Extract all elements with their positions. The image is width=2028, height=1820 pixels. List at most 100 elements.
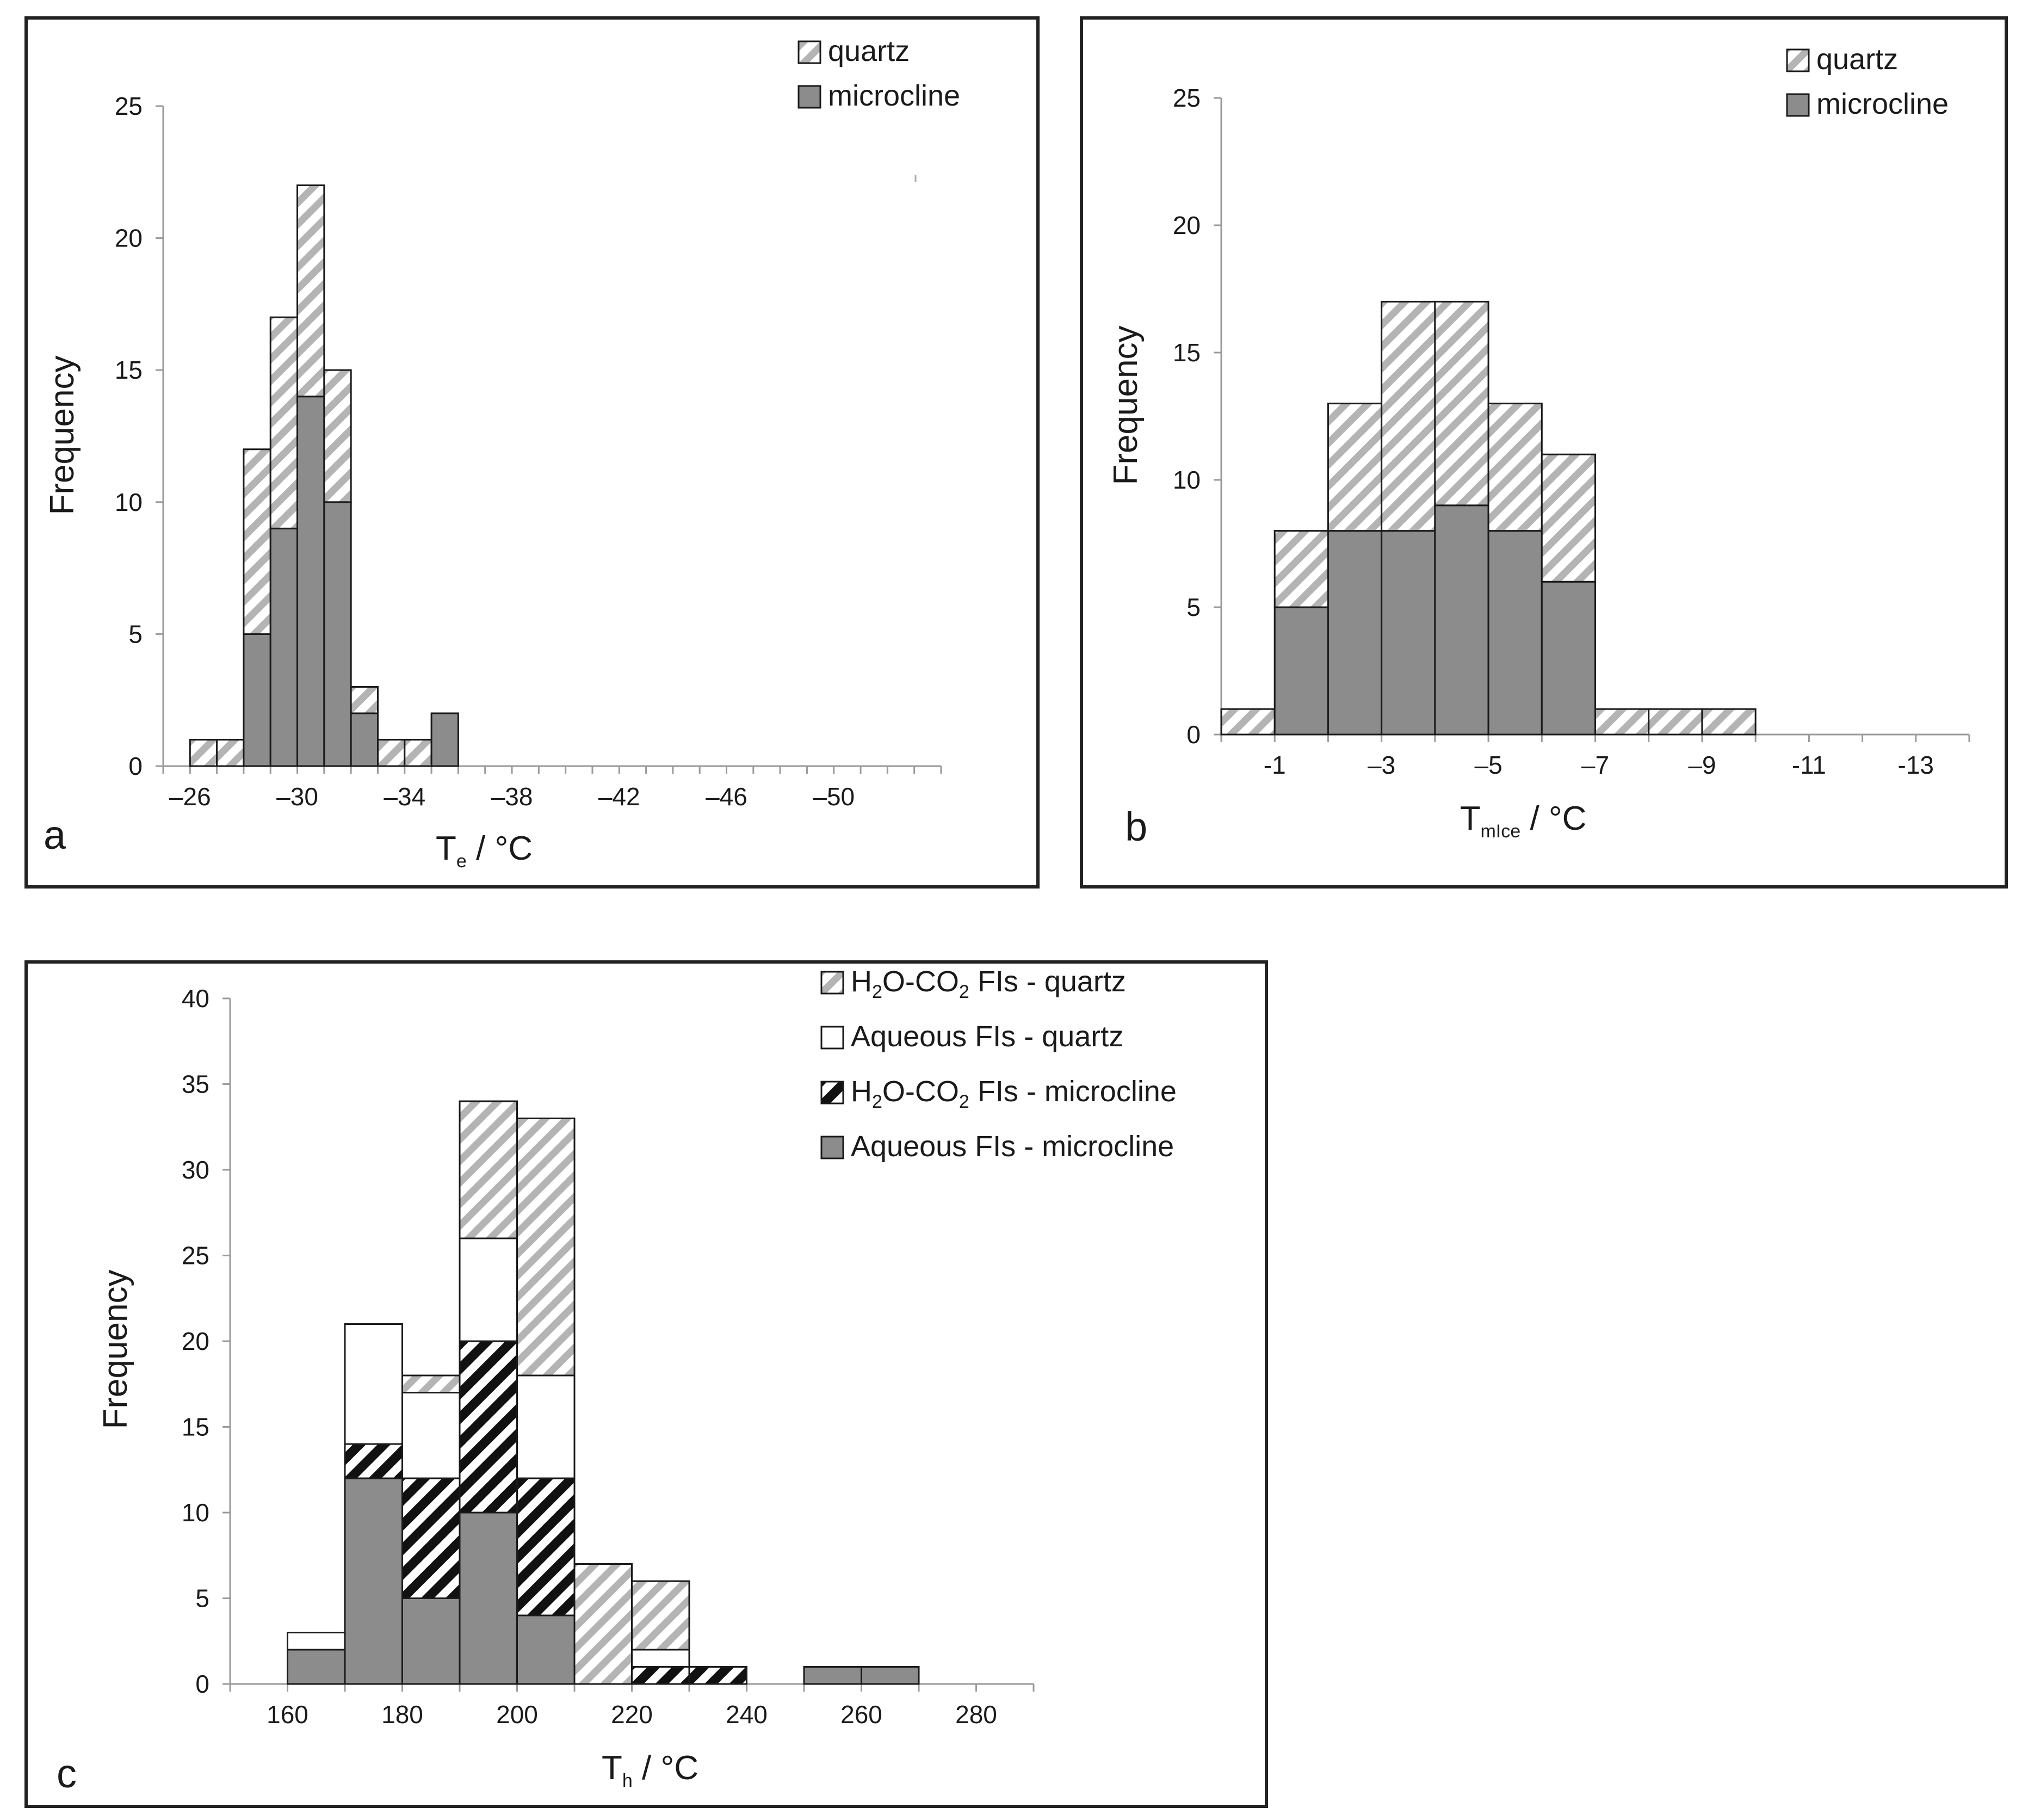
- y-tick-label: 15: [182, 1413, 209, 1441]
- legend-label: quartz: [1816, 43, 1898, 76]
- y-tick-label: 25: [115, 92, 143, 120]
- x-tick-label: –46: [706, 782, 747, 811]
- bar-h2o-co2-fis-quartz-bin-2: [401, 1374, 461, 1393]
- bar-h2o-co2-fis-microcline-bin-6: [631, 1666, 690, 1685]
- y-tick-label: 30: [182, 1156, 209, 1184]
- y-tick-label: 20: [1173, 211, 1201, 239]
- legend-label: H2O-CO2 FIs - quartz: [851, 965, 1126, 1002]
- bar-h2o-co2-fis-quartz-bin-3: [459, 1100, 518, 1239]
- legend-label-part: FIs - quartz: [969, 965, 1126, 998]
- y-tick-label: 5: [195, 1584, 209, 1613]
- bar-microcline-bin-5: [1487, 530, 1543, 736]
- x-tick-label: 200: [496, 1700, 538, 1729]
- y-tick-label: 15: [1173, 338, 1201, 367]
- panel-letter: b: [1125, 804, 1147, 849]
- x-tick-label: –26: [169, 782, 211, 811]
- x-tick-label: 260: [840, 1700, 882, 1729]
- bar-aqueous-fis-microcline-bin-1: [344, 1477, 403, 1685]
- bar-microcline-bin-6: [1541, 581, 1596, 736]
- bar-h2o-co2-fis-quartz-bin-5: [573, 1563, 633, 1685]
- x-tick-label: –5: [1474, 751, 1502, 779]
- legend-label-part: H: [851, 1075, 872, 1108]
- x-axis-title: Te / °C: [436, 830, 533, 872]
- bar-microcline-bin-2: [243, 633, 271, 767]
- bar-quartz-bin-4: [1434, 300, 1489, 507]
- y-tick-label: 5: [128, 620, 143, 648]
- y-axis-title: Frequency: [97, 1270, 134, 1429]
- bar-aqueous-fis-quartz-bin-2: [401, 1392, 461, 1479]
- bar-aqueous-fis-quartz-bin-1: [344, 1323, 403, 1445]
- bar-quartz-bin-2: [1327, 403, 1383, 532]
- bar-quartz-bin-8: [404, 738, 432, 767]
- legend: quartz microcline: [1786, 43, 1949, 120]
- bar-quartz-bin-5: [1487, 403, 1543, 532]
- bar-quartz-bin-2: [243, 448, 271, 635]
- legend-swatch: [1786, 48, 1810, 72]
- y-tick-label: 5: [1186, 593, 1201, 621]
- bar-aqueous-fis-microcline-bin-2: [401, 1597, 461, 1685]
- bar-quartz-bin-5: [323, 369, 352, 503]
- legend-swatch: [820, 1136, 844, 1159]
- x-tick-label: 160: [267, 1700, 308, 1729]
- bar-aqueous-fis-quartz-bin-0: [287, 1632, 346, 1651]
- x-axis-title-sub: h: [622, 1770, 633, 1791]
- bar-quartz-bin-6: [1541, 453, 1596, 583]
- panel-b-frame: [1080, 16, 2008, 889]
- panel-letter: a: [44, 812, 66, 857]
- x-axis-title-main: T: [1460, 800, 1481, 837]
- bar-quartz-bin-6: [350, 686, 379, 714]
- y-tick-label: 20: [115, 224, 143, 252]
- legend-swatch: [797, 40, 821, 64]
- x-tick-label: -13: [1898, 751, 1934, 779]
- bar-microcline-bin-5: [323, 501, 352, 767]
- x-tick-label: 240: [726, 1700, 768, 1729]
- bar-quartz-bin-1: [1273, 530, 1329, 608]
- legend-label: microcline: [1816, 88, 1949, 120]
- legend-label-part: 2: [872, 982, 882, 1002]
- bar-aqueous-fis-quartz-bin-3: [459, 1237, 518, 1342]
- x-tick-label: –34: [384, 782, 425, 811]
- x-tick-label: –9: [1688, 751, 1716, 779]
- bar-quartz-bin-1: [216, 738, 245, 767]
- bar-microcline-bin-1: [1273, 606, 1329, 736]
- x-tick-label: –3: [1368, 751, 1395, 779]
- bar-microcline-bin-9: [430, 712, 459, 767]
- legend-swatch: [820, 1026, 844, 1050]
- y-tick-label: 10: [115, 488, 143, 516]
- legend-label-part: H: [851, 965, 872, 998]
- bar-quartz-bin-7: [1594, 708, 1650, 736]
- y-axis-title: Frequency: [1107, 326, 1145, 485]
- bar-aqueous-fis-microcline-bin-3: [459, 1511, 518, 1685]
- x-axis-title-sub: mIce: [1480, 821, 1520, 842]
- y-tick-label: 15: [115, 356, 143, 384]
- legend-swatch: [797, 85, 821, 109]
- x-tick-label: –38: [491, 782, 533, 811]
- x-axis-title-main: T: [602, 1749, 622, 1787]
- bar-h2o-co2-fis-microcline-bin-7: [688, 1666, 747, 1685]
- legend-swatch: [1786, 93, 1810, 117]
- bar-quartz-bin-8: [1648, 708, 1703, 736]
- legend-swatch: [820, 1081, 844, 1105]
- x-axis-title-rest: / °C: [633, 1749, 698, 1787]
- panel-c-chart: 0 5 10 15 20 25 30 35 40 160 180 200 220 240 260 280 Fre…: [57, 965, 1177, 1796]
- x-tick-label: –42: [598, 782, 640, 811]
- y-tick-label: 25: [182, 1242, 209, 1270]
- y-axis-title: Frequency: [44, 356, 81, 515]
- legend-swatch: [820, 971, 844, 995]
- legend-label: H2O-CO2 FIs - microcline: [851, 1075, 1177, 1112]
- legend-label-part: O-CO: [882, 1075, 959, 1108]
- x-axis-title: Th / °C: [602, 1749, 698, 1791]
- y-tick-label: 40: [182, 984, 209, 1013]
- legend-label-part: 2: [872, 1091, 882, 1112]
- legend-label-part: FIs - microcline: [969, 1075, 1177, 1108]
- legend-label-part: Aqueous FIs - microcline: [851, 1130, 1174, 1163]
- bar-h2o-co2-fis-microcline-bin-3: [459, 1340, 518, 1514]
- legend: quartz microcline: [797, 35, 960, 112]
- bar-h2o-co2-fis-microcline-bin-4: [516, 1477, 576, 1617]
- bar-quartz-bin-7: [376, 738, 406, 767]
- x-tick-label: 280: [955, 1700, 997, 1729]
- y-tick-label: 10: [182, 1498, 209, 1527]
- legend-label-part: O-CO: [882, 965, 959, 998]
- legend-label: quartz: [828, 35, 910, 67]
- panel-a-chart: 0 5 10 15 20 25 –26 –30 –34 –38 –42 –46 –50 Frequency…: [44, 35, 960, 872]
